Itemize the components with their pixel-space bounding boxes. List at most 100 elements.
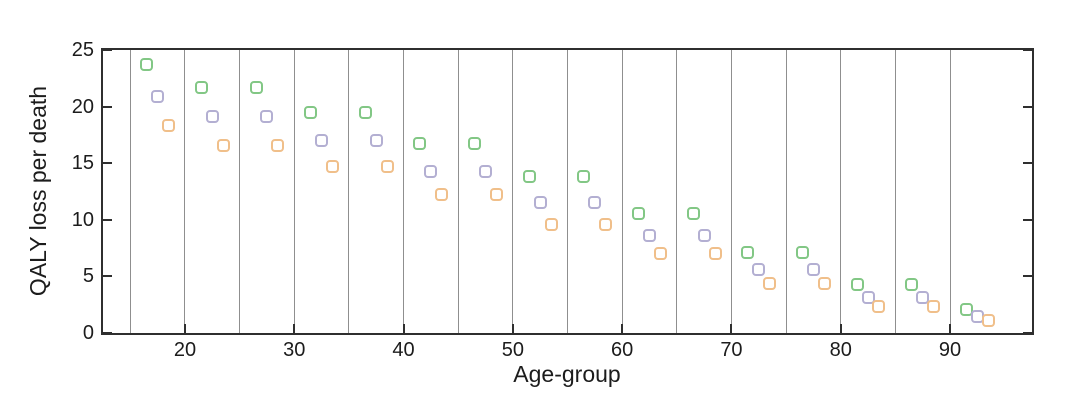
marker-green-squares (413, 137, 427, 151)
x-axis-label: Age-group (513, 361, 621, 387)
age-band-gridline (184, 50, 186, 333)
y-tick-label: 0 (82, 322, 94, 344)
age-band-gridline (894, 50, 896, 333)
y-tick-label: 5 (82, 265, 94, 288)
x-tick-label: 20 (173, 339, 197, 361)
y-axis-tick-right (1023, 332, 1032, 334)
age-band-gridline (621, 50, 623, 333)
marker-purple-squares (697, 229, 711, 243)
marker-orange-squares (653, 247, 667, 261)
marker-purple-squares (315, 134, 329, 148)
marker-green-squares (795, 246, 809, 260)
marker-purple-squares (369, 134, 383, 148)
marker-orange-squares (162, 119, 176, 133)
marker-purple-squares (479, 164, 493, 178)
age-band-gridline (567, 50, 568, 333)
age-band-gridline (293, 50, 295, 333)
marker-green-squares (304, 105, 318, 119)
y-axis-tick-right (1023, 162, 1032, 165)
x-tick-label: 60 (611, 339, 634, 361)
marker-purple-squares (151, 89, 165, 103)
y-axis-tick-right (1023, 105, 1032, 108)
plot-area (101, 48, 1034, 335)
y-axis-tick (103, 275, 112, 278)
marker-green-squares (140, 58, 154, 72)
marker-purple-squares (205, 110, 219, 124)
age-band-gridline (785, 50, 787, 333)
marker-purple-squares (861, 291, 875, 305)
marker-orange-squares (927, 300, 941, 314)
age-band-gridline (129, 50, 131, 333)
x-axis-tick (402, 324, 405, 333)
y-axis-tick-right (1023, 49, 1032, 51)
marker-orange-squares (326, 160, 340, 174)
y-axis-tick (103, 105, 112, 108)
marker-purple-squares (588, 196, 602, 210)
marker-green-squares (577, 170, 591, 184)
x-tick-label: 80 (829, 339, 852, 361)
marker-orange-squares (544, 217, 558, 231)
y-axis-tick (103, 49, 112, 51)
x-tick-label: 90 (938, 339, 962, 361)
x-tick-label: 50 (501, 339, 524, 361)
marker-green-squares (850, 277, 864, 291)
marker-orange-squares (271, 138, 285, 152)
marker-orange-squares (708, 247, 722, 261)
age-band-gridline (348, 50, 350, 333)
y-tick-label: 20 (71, 95, 94, 118)
age-band-gridline (949, 50, 951, 333)
marker-orange-squares (763, 276, 777, 290)
marker-orange-squares (872, 300, 886, 314)
age-band-gridline (403, 50, 405, 333)
y-tick-label: 10 (71, 208, 94, 231)
x-axis-tick (183, 324, 186, 333)
y-axis-tick-right (1023, 218, 1032, 221)
marker-orange-squares (599, 217, 613, 231)
marker-purple-squares (424, 164, 438, 178)
x-axis-tick (839, 324, 842, 333)
marker-purple-squares (533, 196, 547, 210)
x-axis-tick (949, 324, 952, 333)
age-band-gridline (457, 50, 459, 333)
marker-purple-squares (806, 263, 820, 277)
marker-green-squares (194, 80, 208, 94)
marker-orange-squares (216, 138, 230, 152)
marker-orange-squares (380, 160, 394, 174)
marker-purple-squares (752, 263, 766, 277)
y-tick-label: 15 (71, 152, 94, 175)
x-axis-tick (730, 324, 733, 333)
age-band-gridline (676, 50, 678, 333)
marker-green-squares (905, 277, 919, 291)
y-axis-tick (103, 332, 112, 334)
marker-purple-squares (260, 110, 274, 124)
marker-green-squares (686, 206, 700, 220)
y-axis-tick-right (1023, 275, 1032, 278)
x-tick-label: 30 (283, 339, 306, 361)
age-band-gridline (512, 50, 514, 333)
age-band-gridline (840, 50, 842, 333)
age-band-gridline (239, 50, 241, 333)
x-axis-tick (511, 324, 514, 333)
marker-green-squares (358, 105, 372, 119)
marker-orange-squares (489, 188, 503, 202)
marker-green-squares (959, 302, 973, 316)
age-band-gridline (730, 50, 732, 333)
x-tick-label: 70 (720, 339, 743, 361)
y-axis-tick (103, 162, 112, 165)
marker-green-squares (632, 206, 646, 220)
x-axis-tick (293, 324, 296, 333)
marker-purple-squares (642, 229, 656, 243)
y-axis-label: QALY loss per death (25, 85, 51, 297)
y-axis-tick (103, 218, 112, 221)
marker-green-squares (741, 246, 755, 260)
x-tick-label: 40 (392, 339, 415, 361)
marker-green-squares (468, 137, 482, 151)
marker-orange-squares (981, 314, 995, 328)
x-axis-tick (621, 324, 624, 333)
marker-purple-squares (916, 291, 930, 305)
y-tick-label: 25 (71, 39, 94, 61)
marker-orange-squares (817, 276, 831, 290)
marker-green-squares (249, 80, 263, 94)
marker-green-squares (522, 170, 536, 184)
